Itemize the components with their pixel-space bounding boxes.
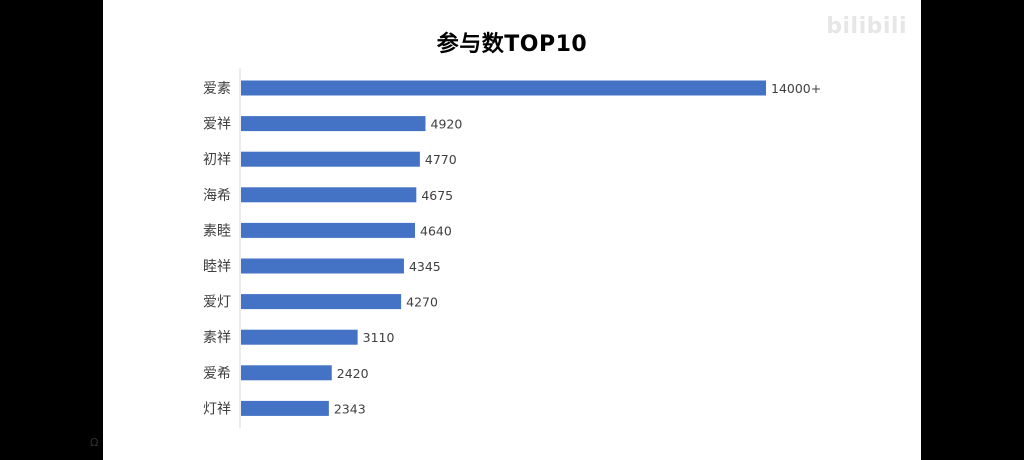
category-label: 初祥 [203, 151, 231, 168]
bar [241, 116, 426, 132]
data-label: 2343 [334, 401, 366, 416]
bar [241, 187, 417, 203]
bar [241, 258, 404, 274]
chart-canvas: 参与数TOP10 bilibili 爱素 14000+ 爱祥 4920 初祥 4770 海希… [103, 0, 921, 460]
category-label: 爱素 [203, 81, 231, 97]
bar [241, 294, 402, 310]
bar [241, 400, 329, 416]
data-label: 4770 [425, 152, 457, 167]
category-label: 海希 [203, 188, 231, 204]
data-label: 2420 [337, 366, 369, 381]
bar [241, 329, 358, 345]
category-label: 素祥 [203, 330, 231, 346]
corner-icon: Ω [90, 436, 99, 449]
data-label: 3110 [363, 330, 395, 345]
chart-title: 参与数TOP10 [436, 32, 588, 57]
category-label: 睦祥 [203, 259, 231, 275]
data-label: 4675 [421, 188, 453, 203]
category-label: 爱祥 [203, 117, 231, 133]
bar [241, 222, 415, 238]
data-label: 4640 [420, 223, 452, 238]
bar [241, 80, 766, 96]
bar [241, 151, 420, 167]
bilibili-watermark: bilibili [826, 14, 907, 39]
data-label: 4920 [431, 117, 463, 132]
category-label: 爱灯 [203, 295, 231, 311]
data-label: 4345 [409, 259, 441, 274]
category-label: 素睦 [203, 223, 231, 239]
bar-chart: 爱素 14000+ 爱祥 4920 初祥 4770 海希 4675 素睦 4640 睦祥 4345 爱灯… [203, 68, 821, 429]
category-label: 爱希 [203, 366, 231, 382]
data-label: 4270 [406, 295, 438, 310]
category-label: 灯祥 [203, 401, 231, 417]
data-label: 14000+ [771, 81, 821, 96]
bar [241, 365, 332, 381]
